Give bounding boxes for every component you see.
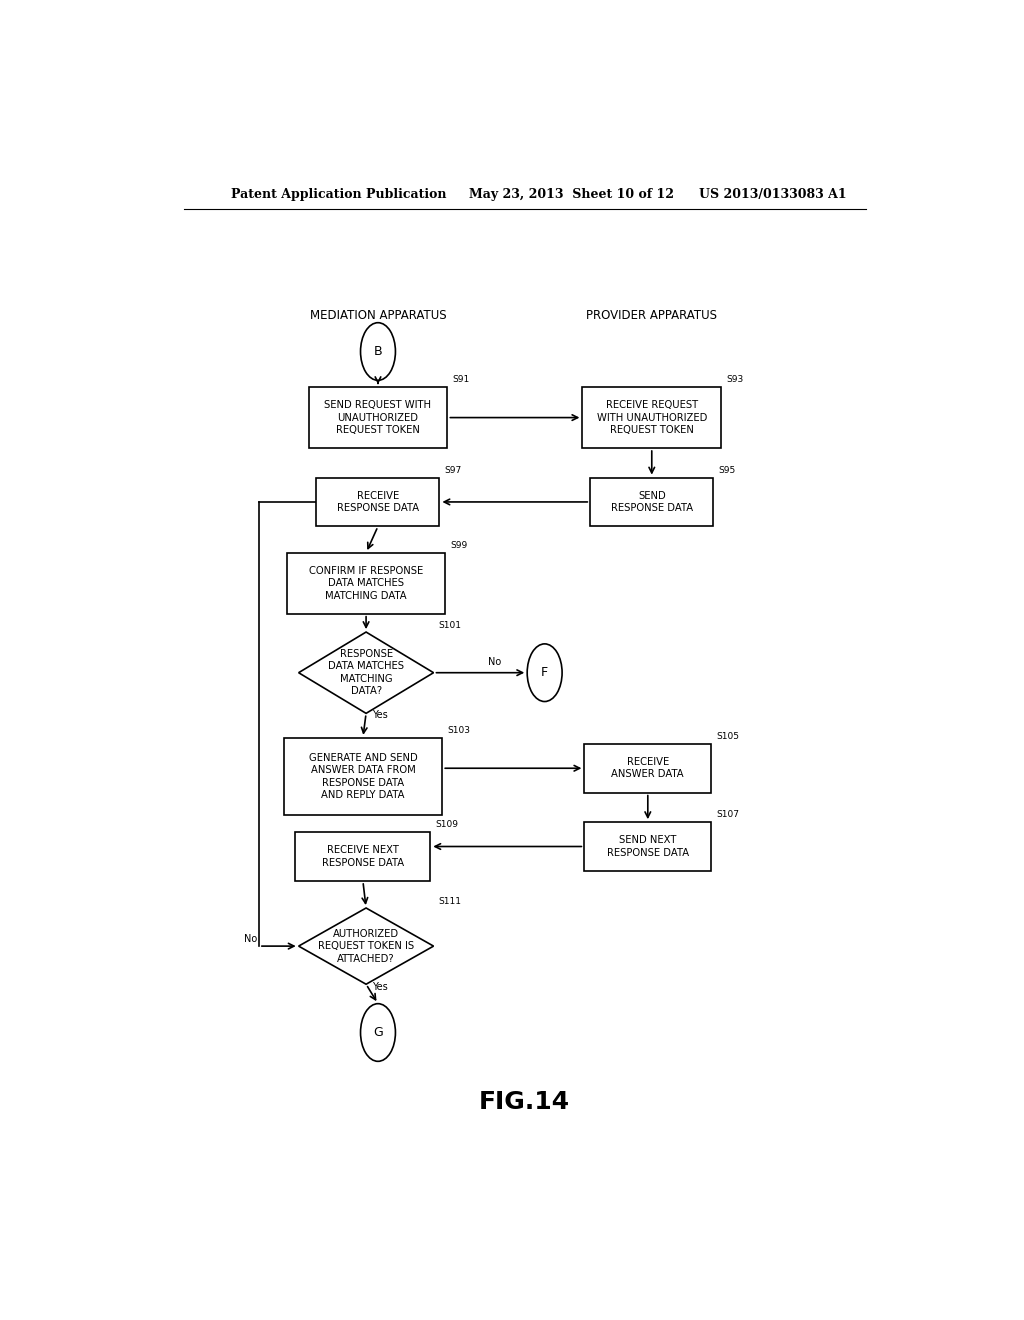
Text: S91: S91: [453, 375, 469, 384]
Text: S101: S101: [438, 620, 461, 630]
FancyBboxPatch shape: [308, 387, 447, 447]
Text: F: F: [541, 667, 548, 680]
Text: SEND REQUEST WITH
UNAUTHORIZED
REQUEST TOKEN: SEND REQUEST WITH UNAUTHORIZED REQUEST T…: [325, 400, 431, 436]
Text: GENERATE AND SEND
ANSWER DATA FROM
RESPONSE DATA
AND REPLY DATA: GENERATE AND SEND ANSWER DATA FROM RESPO…: [308, 752, 418, 800]
Text: US 2013/0133083 A1: US 2013/0133083 A1: [699, 189, 847, 202]
FancyBboxPatch shape: [287, 553, 445, 614]
Text: S95: S95: [718, 466, 735, 474]
Text: SEND NEXT
RESPONSE DATA: SEND NEXT RESPONSE DATA: [607, 836, 689, 858]
Text: RECEIVE NEXT
RESPONSE DATA: RECEIVE NEXT RESPONSE DATA: [322, 846, 404, 867]
Text: S109: S109: [435, 820, 458, 829]
Ellipse shape: [360, 322, 395, 380]
Text: May 23, 2013  Sheet 10 of 12: May 23, 2013 Sheet 10 of 12: [469, 189, 674, 202]
FancyBboxPatch shape: [590, 478, 714, 527]
Polygon shape: [299, 908, 433, 985]
Text: No: No: [244, 935, 257, 944]
Text: RECEIVE REQUEST
WITH UNAUTHORIZED
REQUEST TOKEN: RECEIVE REQUEST WITH UNAUTHORIZED REQUES…: [597, 400, 707, 436]
Text: RECEIVE
ANSWER DATA: RECEIVE ANSWER DATA: [611, 758, 684, 779]
FancyBboxPatch shape: [284, 738, 442, 814]
Text: Patent Application Publication: Patent Application Publication: [231, 189, 446, 202]
Text: PROVIDER APPARATUS: PROVIDER APPARATUS: [587, 309, 717, 322]
Text: RECEIVE
RESPONSE DATA: RECEIVE RESPONSE DATA: [337, 491, 419, 513]
Text: AUTHORIZED
REQUEST TOKEN IS
ATTACHED?: AUTHORIZED REQUEST TOKEN IS ATTACHED?: [318, 929, 414, 964]
Polygon shape: [299, 632, 433, 713]
Text: S111: S111: [438, 898, 461, 906]
FancyBboxPatch shape: [585, 822, 712, 871]
Text: Yes: Yes: [373, 982, 388, 991]
Ellipse shape: [527, 644, 562, 701]
FancyBboxPatch shape: [316, 478, 439, 527]
Text: No: No: [488, 656, 502, 667]
Text: MEDIATION APPARATUS: MEDIATION APPARATUS: [309, 309, 446, 322]
Text: SEND
RESPONSE DATA: SEND RESPONSE DATA: [610, 491, 693, 513]
Ellipse shape: [360, 1003, 395, 1061]
Text: Yes: Yes: [373, 710, 388, 721]
FancyBboxPatch shape: [583, 387, 721, 447]
Text: S97: S97: [444, 466, 462, 474]
Text: S93: S93: [726, 375, 743, 384]
Text: S103: S103: [447, 726, 470, 735]
FancyBboxPatch shape: [296, 833, 430, 880]
Text: S107: S107: [716, 810, 739, 818]
Text: S99: S99: [451, 541, 467, 549]
Text: B: B: [374, 345, 382, 358]
FancyBboxPatch shape: [585, 744, 712, 792]
Text: RESPONSE
DATA MATCHES
MATCHING
DATA?: RESPONSE DATA MATCHES MATCHING DATA?: [328, 649, 404, 696]
Text: CONFIRM IF RESPONSE
DATA MATCHES
MATCHING DATA: CONFIRM IF RESPONSE DATA MATCHES MATCHIN…: [309, 566, 423, 601]
Text: FIG.14: FIG.14: [479, 1089, 570, 1114]
Text: S105: S105: [716, 731, 739, 741]
Text: G: G: [373, 1026, 383, 1039]
